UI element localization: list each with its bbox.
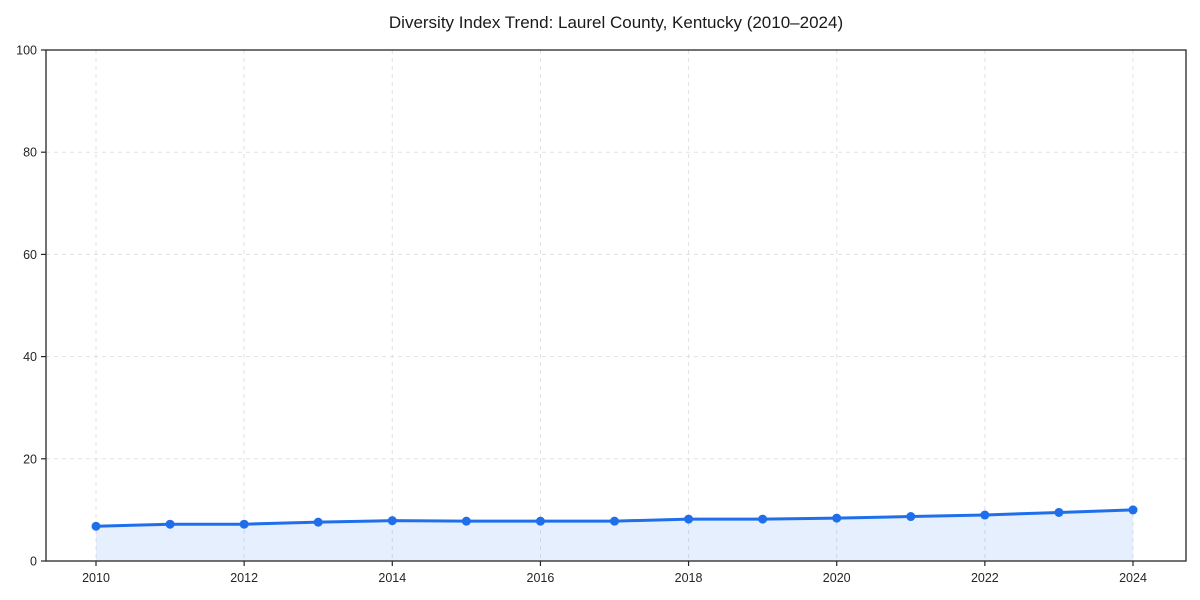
y-tick-label: 100 xyxy=(16,44,37,58)
data-point xyxy=(239,519,249,529)
data-point xyxy=(535,516,545,526)
gridlines xyxy=(46,49,1186,562)
y-tick-label: 80 xyxy=(23,146,37,160)
data-point xyxy=(1128,505,1138,515)
y-tick-label: 20 xyxy=(23,452,37,466)
x-tick-label: 2012 xyxy=(230,571,258,585)
data-point xyxy=(758,514,768,524)
axes: 0 20 40 60 80 100 2010 2012 2014 2016 2018 2020 2022… xyxy=(16,44,1187,585)
x-tick-label: 2018 xyxy=(675,571,703,585)
data-point xyxy=(91,521,101,531)
data-point xyxy=(461,516,471,526)
x-tick-label: 2020 xyxy=(823,571,851,585)
data-point xyxy=(1054,507,1064,517)
data-points xyxy=(91,505,1138,531)
data-point xyxy=(610,516,619,526)
x-tick-label: 2024 xyxy=(1119,571,1147,585)
y-tick-label: 60 xyxy=(23,248,37,262)
x-tick-label: 2010 xyxy=(82,571,110,585)
data-point xyxy=(165,519,175,529)
x-tick-label: 2016 xyxy=(527,571,555,585)
chart-title: Diversity Index Trend: Laurel County, Ke… xyxy=(389,13,843,32)
x-tick-label: 2014 xyxy=(378,571,406,585)
y-tick-label: 0 xyxy=(30,555,37,569)
data-point xyxy=(832,513,842,523)
plot-border xyxy=(45,49,1187,562)
data-point xyxy=(684,514,694,524)
x-tick-label: 2022 xyxy=(971,571,999,585)
y-tick-label: 40 xyxy=(23,350,37,364)
data-point xyxy=(313,517,323,527)
data-point xyxy=(387,516,397,526)
data-point xyxy=(906,512,916,522)
data-point xyxy=(980,510,990,520)
